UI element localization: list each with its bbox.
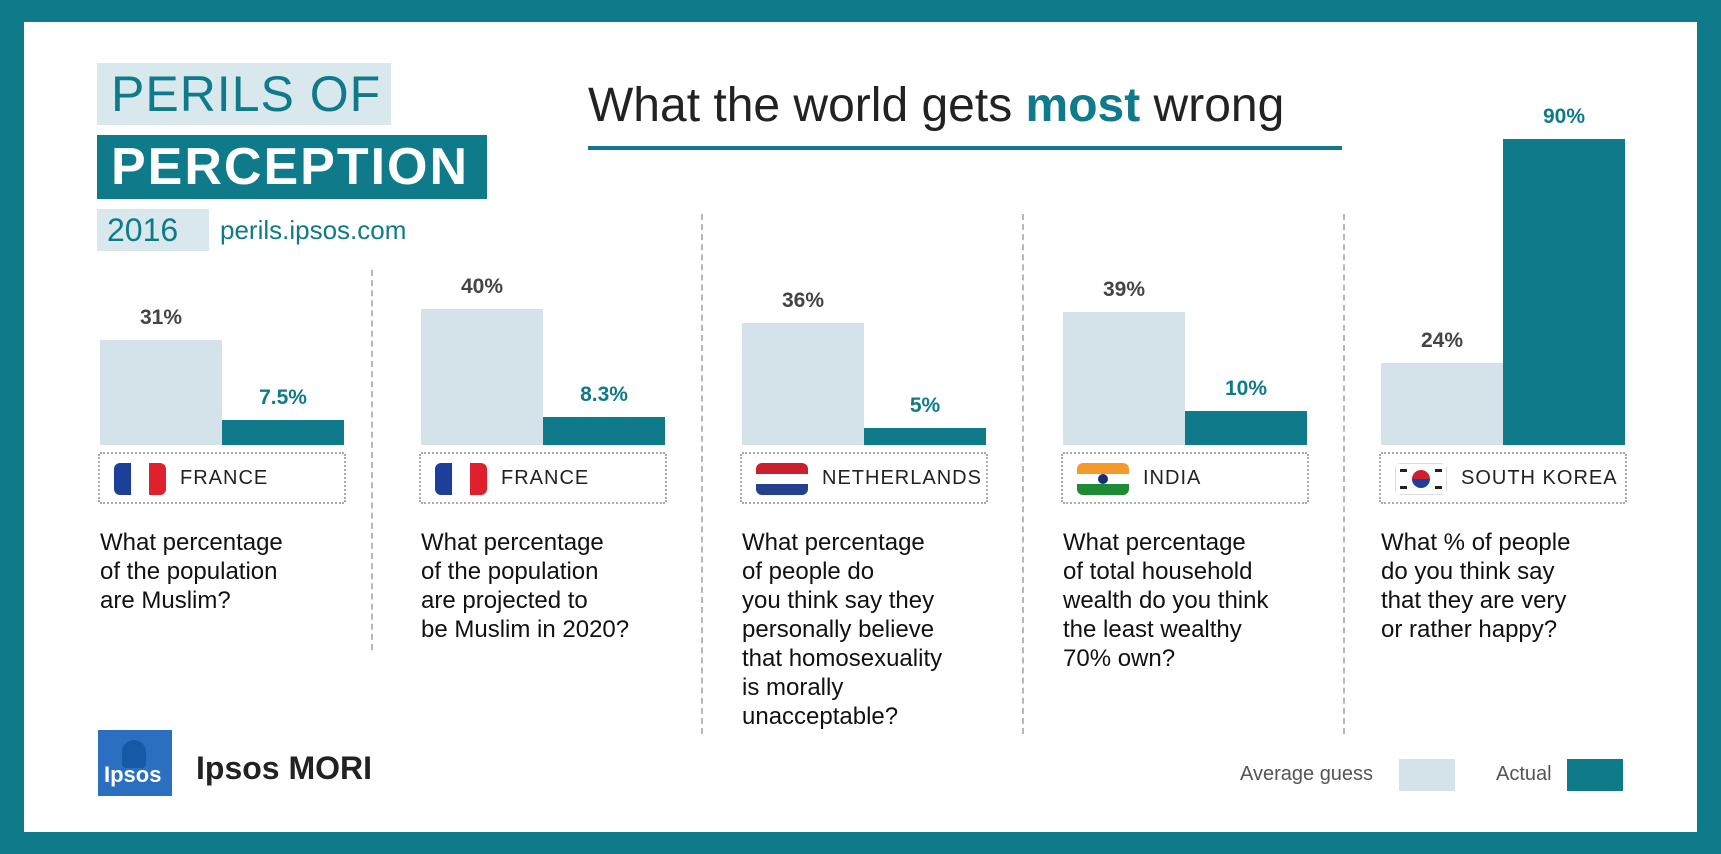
label-actual: 10% [1224, 377, 1268, 400]
flag-france-icon [114, 463, 166, 495]
box-right-edge [1307, 454, 1309, 502]
bar-actual [543, 416, 665, 445]
headline-underline [588, 146, 1342, 150]
label-actual: 5% [909, 394, 941, 417]
logo-text: Ipsos [104, 762, 162, 787]
label-average-guess: 31% [139, 305, 183, 329]
legend-label-average-guess: Average guess [1240, 763, 1374, 785]
bar-actual [864, 428, 986, 445]
label-actual: 8.3% [580, 382, 628, 406]
country-name: SOUTH KOREA [1461, 467, 1618, 489]
box-right-edge [665, 454, 667, 502]
survey-question: What percentage of total household wealt… [1063, 529, 1269, 672]
brand-title-perception: PERCEPTION [97, 135, 487, 199]
brand-title-perils: PERILS OF [97, 63, 391, 125]
company-name: Ipsos MORI [196, 750, 373, 786]
box-right-edge [344, 454, 346, 502]
panel-divider [701, 214, 703, 734]
legend-swatch-average-guess [1399, 759, 1455, 791]
label-average-guess: 40% [460, 275, 504, 298]
brand-year: 2016 [97, 209, 209, 251]
survey-question: What percentage of the population are Mu… [100, 529, 283, 614]
legend-swatch-actual [1567, 759, 1623, 791]
label-actual: 7.5% [259, 385, 307, 409]
bar-actual [1185, 411, 1307, 445]
survey-question: What percentage of people do you think s… [742, 529, 943, 730]
bar-actual [222, 419, 344, 445]
flag-india-icon [1077, 463, 1129, 495]
label-average-guess: 24% [1420, 329, 1464, 353]
bar-average-guess [1381, 363, 1503, 445]
brand-url[interactable]: perils.ipsos.com [220, 215, 407, 245]
country-name: INDIA [1143, 467, 1202, 489]
survey-question: What percentage of the population are pr… [421, 529, 630, 643]
label-actual: 90% [1542, 105, 1586, 128]
panel-divider [371, 270, 373, 650]
bar-average-guess [1063, 312, 1185, 445]
country-label-box: FRANCE [98, 452, 346, 504]
headline-emphasis: most [1025, 79, 1141, 132]
box-right-edge [986, 454, 988, 502]
panel-divider [1022, 214, 1024, 734]
headline-before: What the world gets [588, 79, 1026, 132]
box-left-edge [419, 454, 421, 502]
country-label-box: NETHERLANDS [740, 452, 988, 504]
bar-average-guess [100, 339, 222, 445]
survey-question: What % of people do you think say that t… [1381, 529, 1571, 643]
label-average-guess: 39% [1102, 278, 1146, 302]
bar-actual [1503, 139, 1625, 445]
box-left-edge [98, 454, 100, 502]
panel-divider [1343, 214, 1345, 734]
box-left-edge [740, 454, 742, 502]
logo-figure-icon [122, 740, 146, 768]
ipsos-logo: Ipsos [98, 730, 172, 796]
headline-after: wrong [1140, 79, 1285, 132]
headline: What the world gets most wrong [588, 78, 1284, 134]
box-left-edge [1379, 454, 1381, 502]
bar-average-guess [421, 309, 543, 445]
country-name: NETHERLANDS [822, 467, 982, 489]
legend-label-actual: Actual [1496, 763, 1552, 785]
country-label-box: INDIA [1061, 452, 1309, 504]
flag-netherlands-icon [756, 463, 808, 495]
box-right-edge [1625, 454, 1627, 502]
country-name: FRANCE [501, 467, 590, 489]
country-label-box: SOUTH KOREA [1379, 452, 1627, 504]
label-average-guess: 36% [781, 288, 825, 312]
country-name: FRANCE [180, 467, 269, 489]
flag-france-icon [435, 463, 487, 495]
bar-average-guess [742, 322, 864, 445]
box-left-edge [1061, 454, 1063, 502]
flag-south-korea-icon [1395, 463, 1447, 495]
country-label-box: FRANCE [419, 452, 667, 504]
